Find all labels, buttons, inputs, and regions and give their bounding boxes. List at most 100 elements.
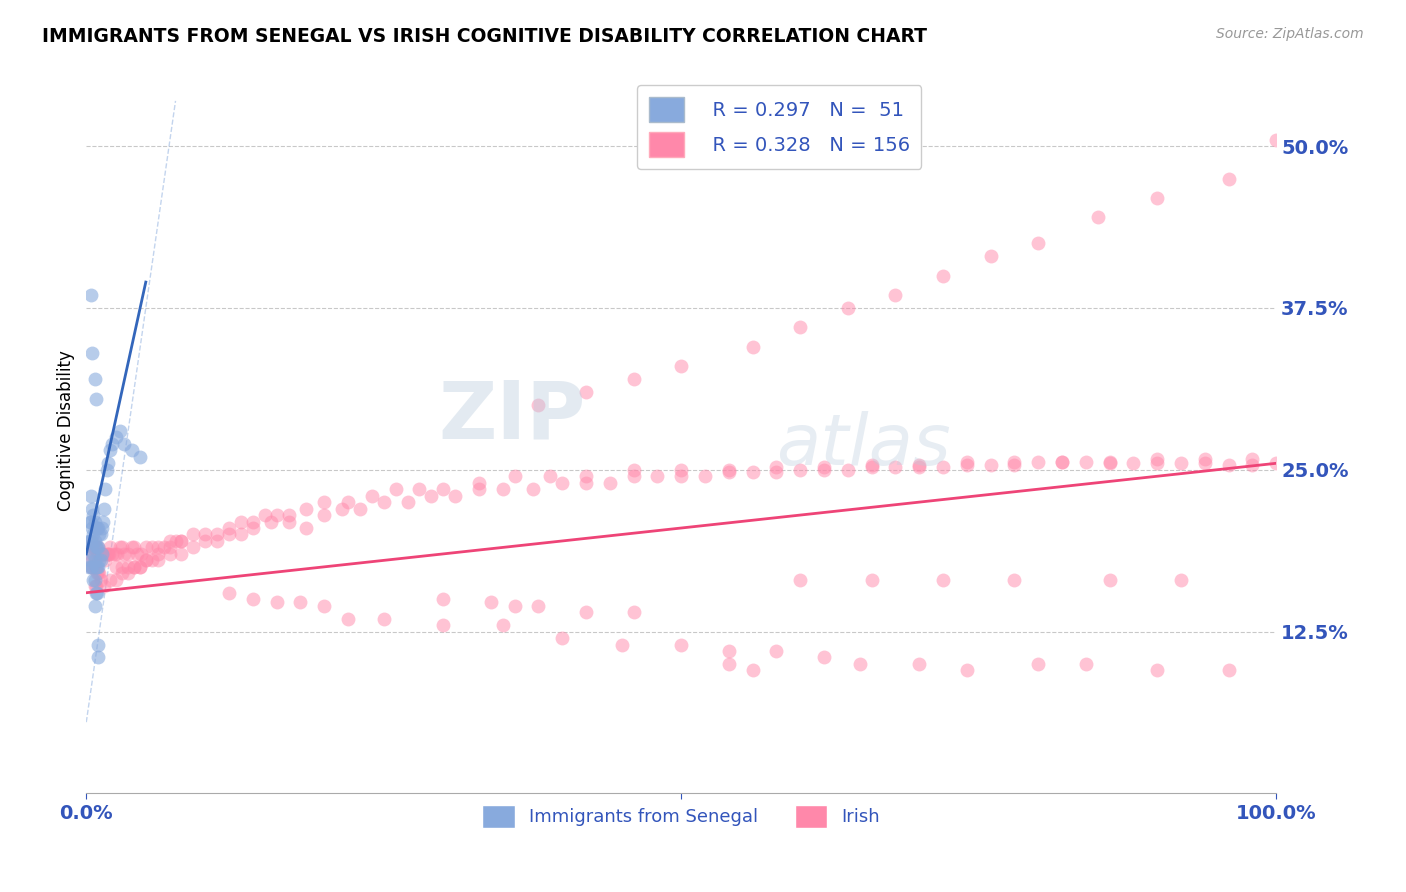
Point bbox=[86, 585, 108, 599]
Point bbox=[623, 469, 645, 483]
Point bbox=[84, 585, 107, 599]
Point bbox=[575, 469, 598, 483]
Point bbox=[266, 508, 288, 522]
Point bbox=[813, 650, 835, 665]
Point bbox=[671, 469, 693, 483]
Point bbox=[84, 579, 107, 593]
Point bbox=[1098, 455, 1121, 469]
Point bbox=[492, 618, 515, 632]
Point bbox=[789, 463, 811, 477]
Point bbox=[117, 559, 139, 574]
Point bbox=[314, 495, 336, 509]
Point bbox=[87, 638, 110, 652]
Point bbox=[1218, 664, 1240, 678]
Point bbox=[83, 573, 105, 587]
Point bbox=[1026, 657, 1049, 671]
Point bbox=[503, 469, 526, 483]
Point bbox=[97, 547, 120, 561]
Point bbox=[117, 566, 139, 581]
Point bbox=[884, 288, 907, 302]
Point bbox=[83, 372, 105, 386]
Point bbox=[82, 559, 104, 574]
Point bbox=[82, 533, 104, 548]
Point bbox=[194, 527, 217, 541]
Point bbox=[89, 527, 111, 541]
Point bbox=[813, 463, 835, 477]
Point bbox=[384, 482, 406, 496]
Point bbox=[91, 515, 114, 529]
Point bbox=[86, 559, 108, 574]
Point bbox=[96, 547, 118, 561]
Point bbox=[813, 460, 835, 475]
Point bbox=[527, 398, 550, 412]
Point bbox=[479, 595, 502, 609]
Point bbox=[837, 301, 859, 315]
Point bbox=[1122, 456, 1144, 470]
Point bbox=[1170, 573, 1192, 587]
Point bbox=[980, 458, 1002, 472]
Point bbox=[218, 585, 240, 599]
Point bbox=[420, 489, 443, 503]
Point bbox=[87, 566, 110, 581]
Point bbox=[551, 475, 574, 490]
Point bbox=[205, 527, 228, 541]
Point bbox=[122, 559, 145, 574]
Point bbox=[128, 559, 150, 574]
Point bbox=[159, 533, 181, 548]
Point bbox=[623, 372, 645, 386]
Point bbox=[610, 638, 633, 652]
Point bbox=[82, 553, 104, 567]
Point bbox=[80, 533, 103, 548]
Point bbox=[84, 392, 107, 406]
Point bbox=[575, 475, 598, 490]
Point bbox=[1002, 458, 1025, 472]
Point bbox=[765, 460, 787, 475]
Point bbox=[96, 463, 118, 477]
Point bbox=[121, 541, 143, 555]
Point bbox=[1265, 456, 1288, 470]
Point bbox=[101, 547, 124, 561]
Point bbox=[90, 547, 112, 561]
Point bbox=[77, 559, 100, 574]
Point bbox=[112, 437, 135, 451]
Point bbox=[349, 501, 371, 516]
Point bbox=[218, 527, 240, 541]
Text: Source: ZipAtlas.com: Source: ZipAtlas.com bbox=[1216, 27, 1364, 41]
Point bbox=[87, 650, 110, 665]
Point bbox=[717, 466, 740, 480]
Point bbox=[765, 644, 787, 658]
Point bbox=[741, 466, 763, 480]
Point bbox=[266, 595, 288, 609]
Point bbox=[104, 547, 127, 561]
Point bbox=[1050, 455, 1073, 469]
Point bbox=[908, 458, 931, 472]
Point bbox=[83, 515, 105, 529]
Point bbox=[121, 443, 143, 458]
Point bbox=[314, 508, 336, 522]
Point bbox=[94, 553, 117, 567]
Point bbox=[97, 456, 120, 470]
Point bbox=[82, 559, 104, 574]
Point bbox=[83, 559, 105, 574]
Point bbox=[90, 547, 112, 561]
Point bbox=[80, 559, 103, 574]
Point bbox=[90, 553, 112, 567]
Point bbox=[146, 553, 169, 567]
Point bbox=[932, 573, 955, 587]
Point bbox=[87, 521, 110, 535]
Point bbox=[98, 541, 121, 555]
Point bbox=[956, 664, 979, 678]
Point bbox=[444, 489, 467, 503]
Point bbox=[860, 458, 883, 472]
Point bbox=[79, 553, 101, 567]
Point bbox=[84, 541, 107, 555]
Point bbox=[432, 592, 454, 607]
Point bbox=[82, 573, 104, 587]
Point bbox=[135, 541, 157, 555]
Point bbox=[908, 657, 931, 671]
Point bbox=[1218, 458, 1240, 472]
Point bbox=[980, 249, 1002, 263]
Point bbox=[159, 547, 181, 561]
Point bbox=[111, 559, 134, 574]
Point bbox=[522, 482, 544, 496]
